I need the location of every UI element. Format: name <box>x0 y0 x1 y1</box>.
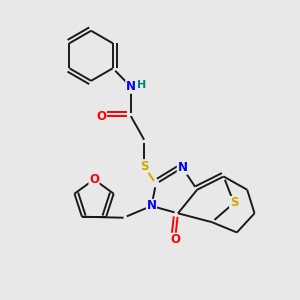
Text: O: O <box>170 233 180 246</box>
Text: N: N <box>126 80 136 93</box>
Text: H: H <box>136 80 146 90</box>
Text: N: N <box>177 161 188 174</box>
Text: N: N <box>146 200 157 212</box>
Text: S: S <box>140 160 148 173</box>
Text: S: S <box>230 196 238 209</box>
Text: O: O <box>96 110 106 123</box>
Text: O: O <box>89 173 99 186</box>
